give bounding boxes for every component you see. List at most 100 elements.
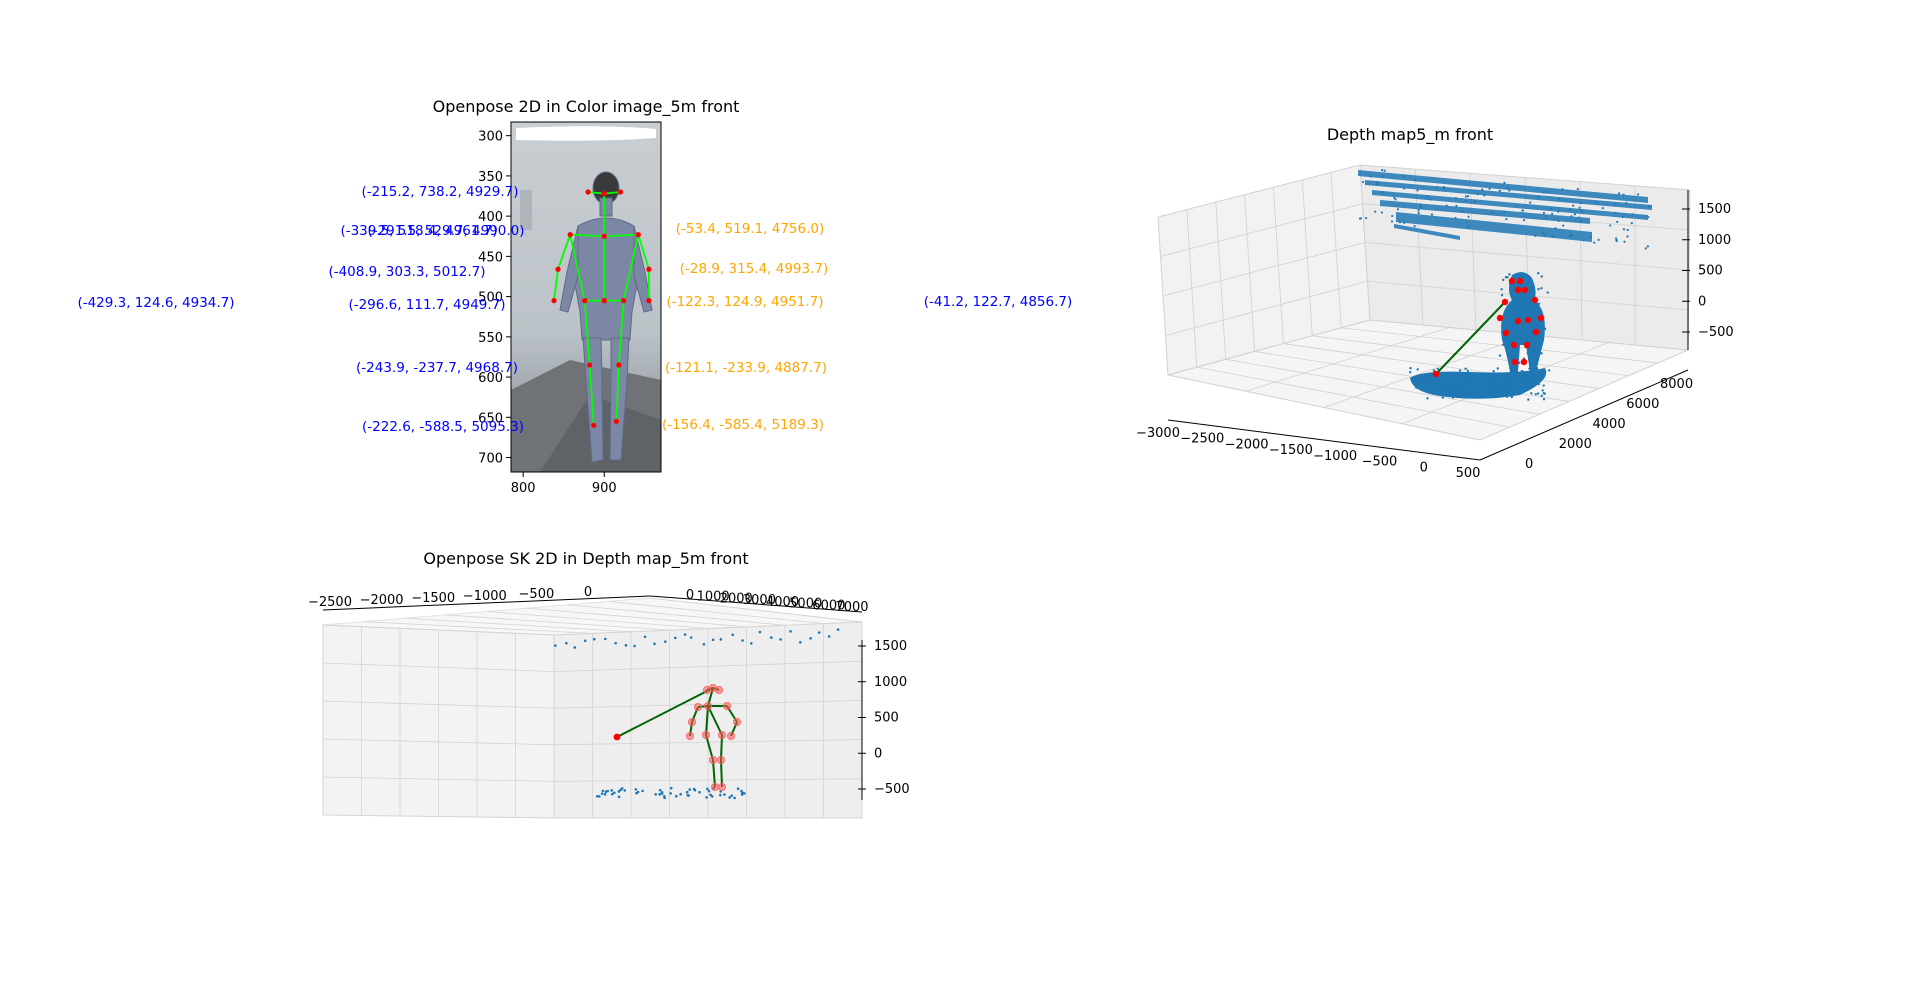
point (1529, 313, 1533, 316)
point (1415, 386, 1418, 389)
point (636, 790, 640, 794)
joint (703, 686, 712, 695)
x-tick-label: −2500 (1180, 432, 1224, 447)
subplot2-title: Depth map5_m front (1327, 125, 1493, 145)
point (565, 641, 568, 645)
x-tick-label: 0 (1420, 460, 1428, 475)
joint (1531, 296, 1539, 304)
x-tick-label: −1000 (463, 589, 507, 604)
point (1488, 187, 1491, 190)
joint (717, 756, 726, 765)
point (654, 792, 657, 796)
point (1616, 220, 1619, 223)
point (1364, 216, 1368, 220)
point (1414, 179, 1417, 182)
joint (727, 732, 736, 741)
point (1510, 395, 1513, 399)
y-tick-label: 0 (686, 588, 694, 603)
point (1481, 188, 1484, 191)
point (1501, 387, 1505, 390)
point (692, 787, 696, 791)
bone-line (557, 234, 572, 270)
point (1626, 228, 1629, 232)
point (1393, 196, 1396, 200)
point (1542, 368, 1545, 372)
grid-line (404, 617, 632, 633)
grid-line (1323, 334, 1530, 408)
point (1474, 384, 1477, 388)
keypoint (621, 298, 627, 304)
point (1530, 384, 1534, 388)
point (1579, 219, 1583, 223)
color-image-subplot: Openpose 2D in Color image_5m front 800 9… (77, 97, 1072, 496)
point (689, 636, 693, 639)
point (733, 796, 736, 800)
point (1570, 215, 1573, 218)
keypoint (616, 362, 622, 368)
x-tick-label: −1500 (1269, 443, 1313, 458)
skeleton-3d-point-cloud (554, 628, 840, 800)
point (1597, 238, 1600, 241)
right-coordinate-labels: (-53.4, 519.1, 4756.0) (-28.9, 315.4, 49… (662, 221, 1072, 433)
bone-line (720, 759, 723, 788)
keypoint (591, 422, 597, 428)
point (1440, 385, 1443, 388)
point (1536, 353, 1540, 357)
point (709, 793, 712, 797)
point (1540, 335, 1544, 338)
y-tick-label: 4000 (1593, 417, 1626, 432)
grid-line (1479, 349, 1689, 441)
point (1636, 193, 1640, 196)
point (710, 795, 714, 798)
point (758, 630, 762, 634)
bone-line (720, 734, 723, 761)
y-tick-label: 600 (478, 371, 503, 386)
point (669, 792, 672, 795)
point (1614, 211, 1617, 215)
point (1647, 216, 1650, 219)
joint (1524, 316, 1532, 324)
point (1467, 215, 1470, 218)
point (1647, 205, 1650, 208)
point (1522, 374, 1525, 377)
point (1498, 189, 1501, 192)
coord-label-orange: (-122.3, 124.9, 4951.7) (666, 294, 823, 310)
point (1630, 222, 1633, 225)
subplot3-title: Openpose SK 2D in Depth map_5m front (423, 549, 748, 569)
point (603, 637, 607, 641)
z-tick-label: 1000 (1698, 233, 1731, 248)
point (698, 790, 701, 794)
skeleton-3d-subplot: Openpose SK 2D in Depth map_5m front −25… (308, 549, 910, 819)
point (1534, 393, 1538, 396)
point (1614, 202, 1617, 206)
point (1396, 208, 1400, 211)
point (1426, 397, 1429, 400)
keypoint (582, 298, 588, 304)
joint (715, 686, 724, 695)
depth-axes-ticks: −3000 −2500 −2000 −1500 −1000 −500 0 500 0 200040… (1136, 202, 1734, 481)
grid-line (1165, 280, 1368, 336)
point (1457, 379, 1460, 383)
joint (733, 718, 742, 727)
point (1456, 395, 1460, 398)
point (1514, 334, 1518, 337)
point (1403, 221, 1406, 224)
coord-label-orange: (-53.4, 519.1, 4756.0) (676, 221, 825, 237)
point (1529, 201, 1532, 204)
depth-skeleton (1432, 277, 1545, 378)
floor-point-cloud (1410, 368, 1547, 399)
point (1554, 227, 1557, 230)
keypoint (567, 232, 573, 238)
grid-line (486, 611, 709, 629)
point (809, 637, 812, 640)
point (1398, 221, 1402, 224)
bone-line (604, 191, 621, 195)
point (1505, 395, 1509, 398)
joint (1514, 286, 1522, 294)
point (1547, 369, 1551, 372)
point (614, 641, 617, 645)
joint (709, 756, 718, 765)
point (673, 636, 677, 640)
point (1361, 180, 1365, 184)
